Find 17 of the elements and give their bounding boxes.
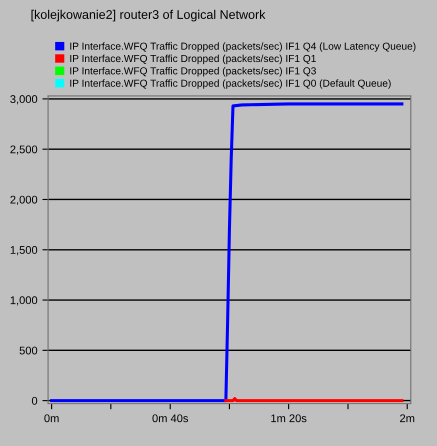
y-tick-label: 0 xyxy=(32,396,38,405)
y-tick-label: 500 xyxy=(20,346,38,354)
chart-title: [kolejkowanie2] router3 of Logical Network xyxy=(31,10,266,22)
x-tick-label: 2m xyxy=(400,414,414,422)
y-tick-label: 2,000 xyxy=(10,196,38,205)
legend-label: IP Interface.WFQ Traffic Dropped (packets/sec) IF1 Q1 xyxy=(70,54,316,64)
y-tick-label: 1,000 xyxy=(10,296,38,306)
y-tick-label: 2,500 xyxy=(10,145,38,155)
line-series xyxy=(50,102,404,402)
x-tick-label: 1m 20s xyxy=(271,414,306,422)
legend-label: IP Interface.WFQ Traffic Dropped (packets/sec) IF1 Q3 xyxy=(70,66,316,76)
y-tick-label: 3,000 xyxy=(10,95,38,104)
x-tick-label: 0m xyxy=(44,414,59,422)
legend-label: IP Interface.WFQ Traffic Dropped (packets/sec) IF1 Q4 (Low Latency Queue) xyxy=(70,42,416,52)
y-tick-label: 1,500 xyxy=(10,246,38,256)
legend-label: IP Interface.WFQ Traffic Dropped (packets/sec) IF1 Q0 (Default Queue) xyxy=(70,79,391,89)
x-tick-label: 0m 40s xyxy=(152,414,188,422)
